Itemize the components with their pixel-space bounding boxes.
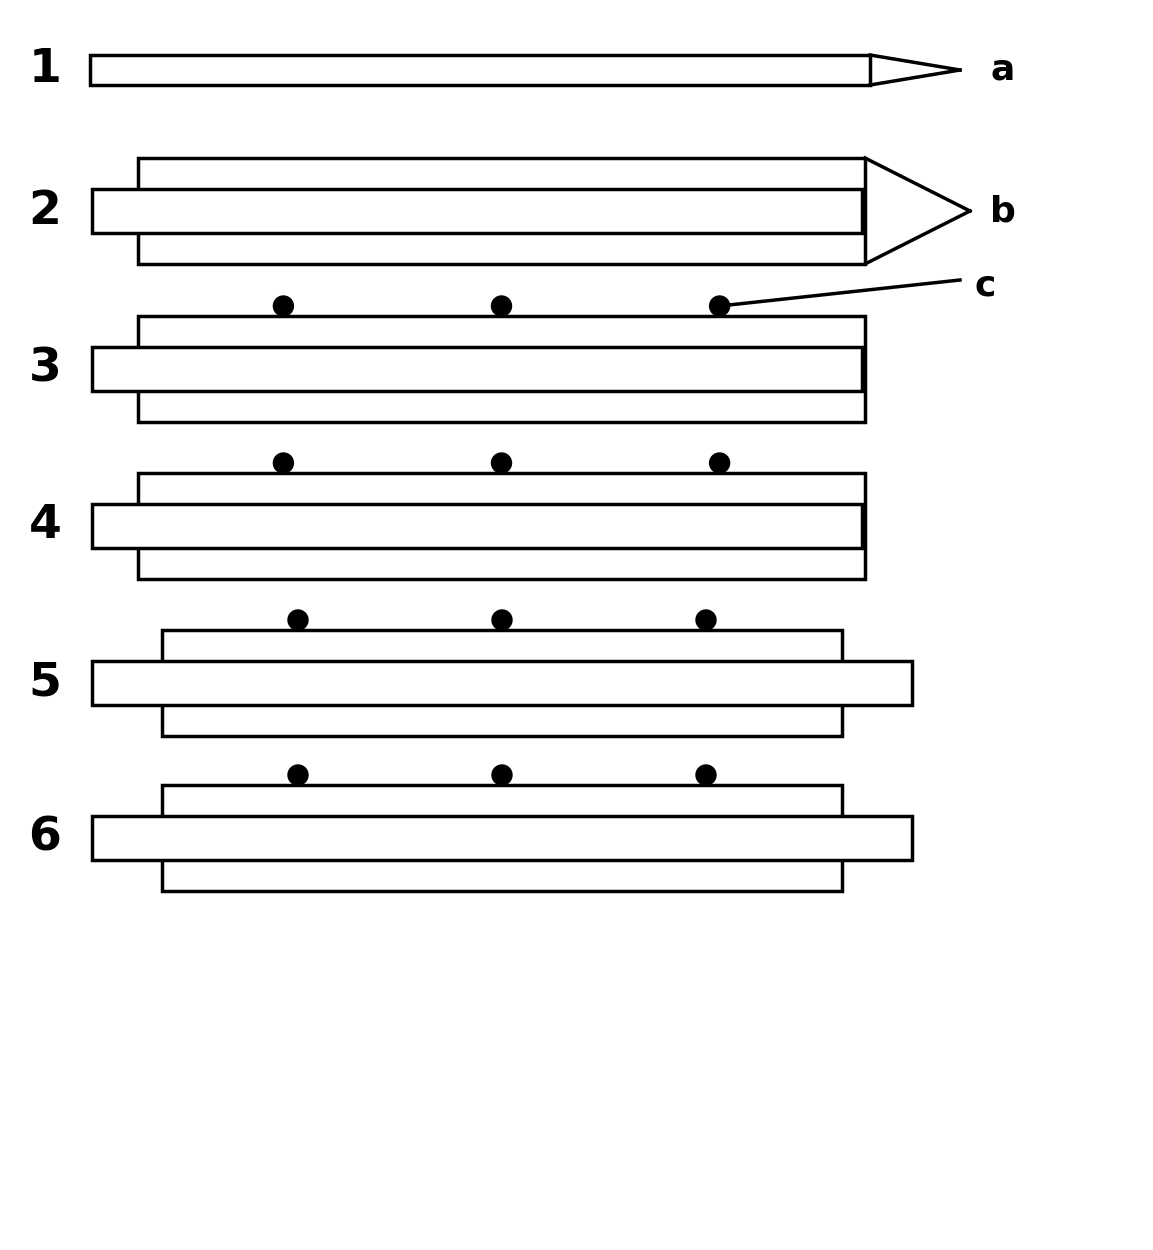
Circle shape bbox=[288, 610, 308, 630]
Text: b: b bbox=[990, 194, 1016, 228]
Circle shape bbox=[709, 296, 730, 316]
Text: 3: 3 bbox=[29, 346, 61, 391]
Circle shape bbox=[709, 452, 730, 472]
Text: 1: 1 bbox=[29, 48, 61, 92]
Circle shape bbox=[696, 765, 716, 785]
Text: 2: 2 bbox=[29, 189, 61, 234]
Bar bbox=[138, 316, 865, 422]
Bar bbox=[163, 630, 842, 736]
Text: 6: 6 bbox=[29, 815, 61, 860]
Circle shape bbox=[492, 765, 512, 785]
Circle shape bbox=[696, 610, 716, 630]
Bar bbox=[138, 158, 865, 264]
Circle shape bbox=[288, 765, 308, 785]
Bar bbox=[90, 55, 871, 85]
Circle shape bbox=[273, 452, 293, 472]
Circle shape bbox=[273, 296, 293, 316]
Circle shape bbox=[491, 296, 512, 316]
Text: 4: 4 bbox=[29, 504, 61, 549]
Text: c: c bbox=[975, 268, 996, 302]
Bar bbox=[92, 661, 912, 705]
Bar bbox=[92, 816, 912, 860]
Bar bbox=[163, 785, 842, 891]
Bar bbox=[92, 189, 862, 232]
Circle shape bbox=[492, 610, 512, 630]
Circle shape bbox=[491, 452, 512, 472]
Bar bbox=[92, 348, 862, 391]
Bar bbox=[138, 472, 865, 579]
Text: 5: 5 bbox=[29, 660, 61, 705]
Bar bbox=[92, 504, 862, 548]
Text: a: a bbox=[990, 52, 1015, 88]
